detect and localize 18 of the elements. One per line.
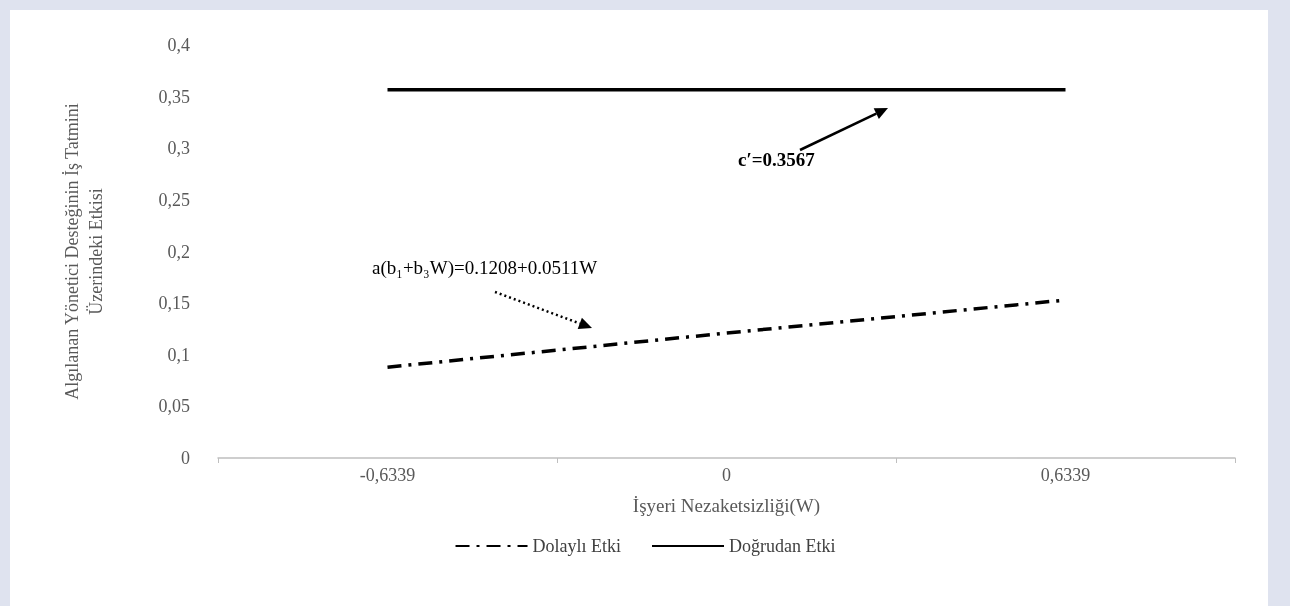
annotation: c′=0.3567 bbox=[738, 149, 816, 170]
x-tick-label: 0,6339 bbox=[1040, 465, 1091, 485]
y-tick-label: 0,2 bbox=[167, 241, 190, 262]
y-tick-label: 0,35 bbox=[158, 86, 190, 107]
y-tick-label: 0,05 bbox=[158, 396, 190, 417]
x-tick-label: -0,6339 bbox=[359, 465, 416, 485]
annotation: a(b₁+b₃W)=0.1208+0.0511W bbox=[372, 257, 598, 279]
y-tick-label: 0,3 bbox=[167, 138, 190, 159]
legend-label: Dolaylı Etki bbox=[532, 536, 622, 556]
x-tick-label: 0 bbox=[722, 465, 731, 485]
y-tick-label: 0 bbox=[181, 448, 190, 468]
y-axis-title: Algılanan Yönetici Desteğinin İş Tatmini Üzerindeki Etkisi bbox=[62, 103, 106, 400]
y-tick-label: 0,15 bbox=[158, 293, 190, 314]
legend-label: Doğrudan Etki bbox=[729, 536, 836, 556]
y-tick-label: 0,1 bbox=[167, 344, 190, 365]
y-tick-label: 0,4 bbox=[167, 35, 190, 55]
y-tick-label: 0,25 bbox=[158, 189, 190, 210]
x-axis-title: İşyeri Nezaketsizliği(W) bbox=[632, 495, 821, 517]
